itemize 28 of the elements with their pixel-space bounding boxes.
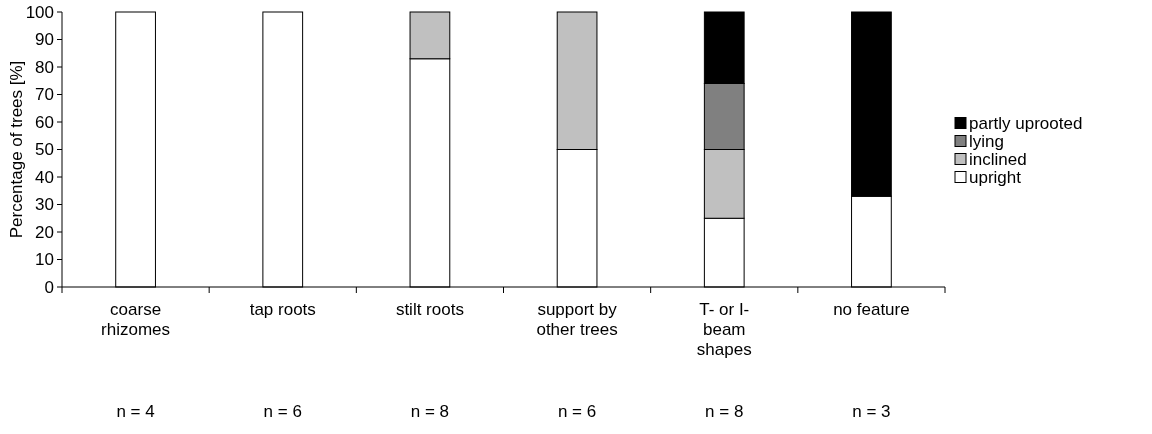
x-tick-label: T- or I-beam shapes [696, 300, 752, 359]
y-tick-label: 50 [35, 140, 54, 160]
y-tick-label: 20 [35, 222, 54, 242]
legend-label: partly uprooted [969, 114, 1083, 134]
y-tick-label: 0 [44, 277, 54, 297]
y-tick-label: 30 [35, 195, 54, 215]
y-tick-label: 90 [35, 30, 54, 50]
y-tick-label: 100 [25, 2, 54, 22]
x-tick-label: coarse rhizomes [101, 300, 171, 339]
text: n = 6 [557, 402, 597, 421]
text: n = 8 [410, 402, 450, 421]
x-tick-label: no feature [833, 300, 910, 319]
text: n = 8 [705, 402, 744, 421]
legend-label: upright [969, 168, 1022, 188]
y-tick-label: 10 [35, 250, 54, 270]
y-tick-label: 80 [35, 57, 54, 77]
legend-label: lying [969, 132, 1004, 152]
x-tick-label: support by other trees [536, 300, 618, 339]
legend-label: inclined [969, 150, 1027, 170]
text: n = 6 [263, 402, 302, 421]
y-tick-label: 40 [35, 167, 54, 187]
x-tick-label: stilt roots [395, 300, 464, 319]
text: n = 3 [852, 402, 891, 421]
y-axis-title: Percentage of trees [%] [7, 60, 26, 239]
y-tick-label: 70 [35, 85, 54, 105]
text: n = 4 [116, 402, 155, 421]
x-tick-label: tap roots [249, 300, 316, 319]
y-tick-label: 60 [35, 112, 54, 132]
